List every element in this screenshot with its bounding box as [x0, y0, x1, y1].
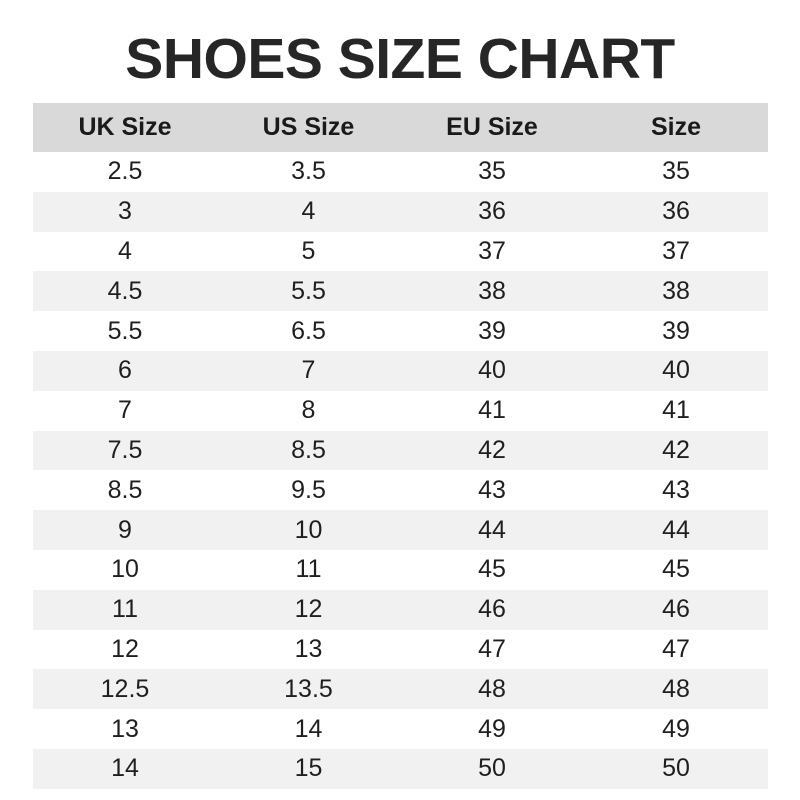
table-row: 5.5 6.5 39 39: [33, 311, 768, 351]
table-body: 2.5 3.5 35 35 3 4 36 36 4 5 37 37 4.5 5.5 38 38 5.5 6.5 39…: [33, 152, 768, 789]
table-cell: 48: [478, 674, 506, 703]
table-cell: 11: [112, 595, 138, 624]
table-cell: 37: [662, 236, 690, 265]
size-chart-table: UK Size US Size EU Size Size 2.5 3.5 35 35 3…: [33, 103, 768, 789]
table-row: 2.5 3.5 35 35: [33, 152, 768, 192]
table-cell: 12: [294, 595, 323, 624]
table-cell: 41: [662, 396, 690, 425]
table-cell: 13: [294, 634, 323, 663]
table-cell: 40: [662, 356, 690, 385]
table-cell: 47: [662, 634, 690, 663]
page-title: SHOES SIZE CHART: [125, 27, 675, 91]
column-header-eu-size: EU Size: [446, 113, 538, 141]
table-cell: 48: [662, 674, 690, 703]
table-cell: 44: [478, 515, 506, 544]
table-cell: 39: [478, 316, 506, 345]
table-cell: 6: [118, 356, 132, 385]
table-cell: 10: [111, 555, 139, 584]
table-cell: 3: [118, 197, 132, 226]
table-row: 6 7 40 40: [33, 350, 768, 391]
table-row: 4 5 37 37: [33, 231, 768, 272]
table-cell: 40: [478, 356, 506, 385]
table-row: 8.5 9.5 43 43: [33, 470, 768, 511]
table-cell: 44: [662, 515, 690, 544]
table-row: 7 8 41 41: [33, 390, 768, 431]
table-cell: 4: [118, 236, 132, 265]
table-cell: 50: [478, 754, 506, 783]
table-cell: 8: [301, 396, 316, 425]
table-cell: 14: [294, 714, 323, 743]
table-cell: 7.5: [107, 435, 143, 464]
table-cell: 4: [301, 197, 316, 226]
table-row: 3 4 36 36: [33, 191, 768, 232]
table-cell: 12: [111, 634, 139, 663]
table-row: 14 15 50 50: [33, 748, 768, 789]
table-row: 4.5 5.5 38 38: [33, 271, 768, 312]
table-row: 9 10 44 44: [33, 510, 768, 550]
table-cell: 45: [478, 555, 506, 584]
table-row: 13 14 49 49: [33, 709, 768, 749]
table-cell: 9.5: [291, 475, 326, 504]
column-header-uk-size: UK Size: [78, 113, 172, 141]
table-cell: 13.5: [284, 674, 333, 703]
table-row: 7.5 8.5 42 42: [33, 430, 768, 471]
table-cell: 35: [662, 157, 690, 186]
table-cell: 12.5: [100, 674, 150, 703]
table-cell: 42: [478, 435, 506, 464]
table-cell: 5.5: [291, 276, 326, 305]
table-cell: 15: [294, 754, 323, 783]
table-row: 12.5 13.5 48 48: [33, 669, 768, 710]
table-row: 11 12 46 46: [33, 589, 768, 630]
table-cell: 46: [662, 595, 690, 624]
column-header-us-size: US Size: [262, 113, 355, 141]
table-cell: 38: [662, 276, 690, 305]
table-cell: 6.5: [291, 316, 326, 345]
table-cell: 3.5: [291, 157, 326, 186]
table-header-row: UK Size US Size EU Size Size: [33, 103, 768, 152]
table-cell: 4.5: [107, 276, 143, 305]
table-cell: 36: [662, 197, 690, 226]
table-header: UK Size US Size EU Size Size: [33, 103, 768, 152]
table-cell: 37: [478, 236, 506, 265]
table-cell: 42: [662, 435, 690, 464]
table-cell: 46: [478, 595, 506, 624]
table-cell: 49: [478, 714, 506, 743]
table-cell: 41: [478, 396, 506, 425]
table-cell: 14: [111, 754, 139, 783]
table-cell: 38: [478, 276, 506, 305]
table-cell: 43: [662, 475, 690, 504]
table-cell: 11: [295, 555, 322, 584]
column-header-size: Size: [650, 113, 702, 141]
table-row: 10 11 45 45: [33, 549, 768, 590]
table-cell: 39: [662, 316, 690, 345]
table-cell: 8.5: [107, 475, 143, 504]
table-cell: 43: [478, 475, 506, 504]
table-cell: 5: [301, 236, 316, 265]
table-cell: 9: [118, 515, 132, 544]
table-cell: 13: [111, 714, 139, 743]
table-row: 12 13 47 47: [33, 629, 768, 670]
table-cell: 10: [294, 515, 323, 544]
table-cell: 7: [301, 356, 316, 385]
table-cell: 35: [478, 157, 506, 186]
table-cell: 36: [478, 197, 506, 226]
table-cell: 45: [662, 555, 690, 584]
table-cell: 49: [662, 714, 690, 743]
table-cell: 5.5: [107, 316, 143, 345]
table-cell: 2.5: [107, 157, 143, 186]
table-cell: 8.5: [291, 435, 326, 464]
table-cell: 47: [478, 634, 506, 663]
table-cell: 50: [662, 754, 690, 783]
table-cell: 7: [118, 396, 132, 425]
